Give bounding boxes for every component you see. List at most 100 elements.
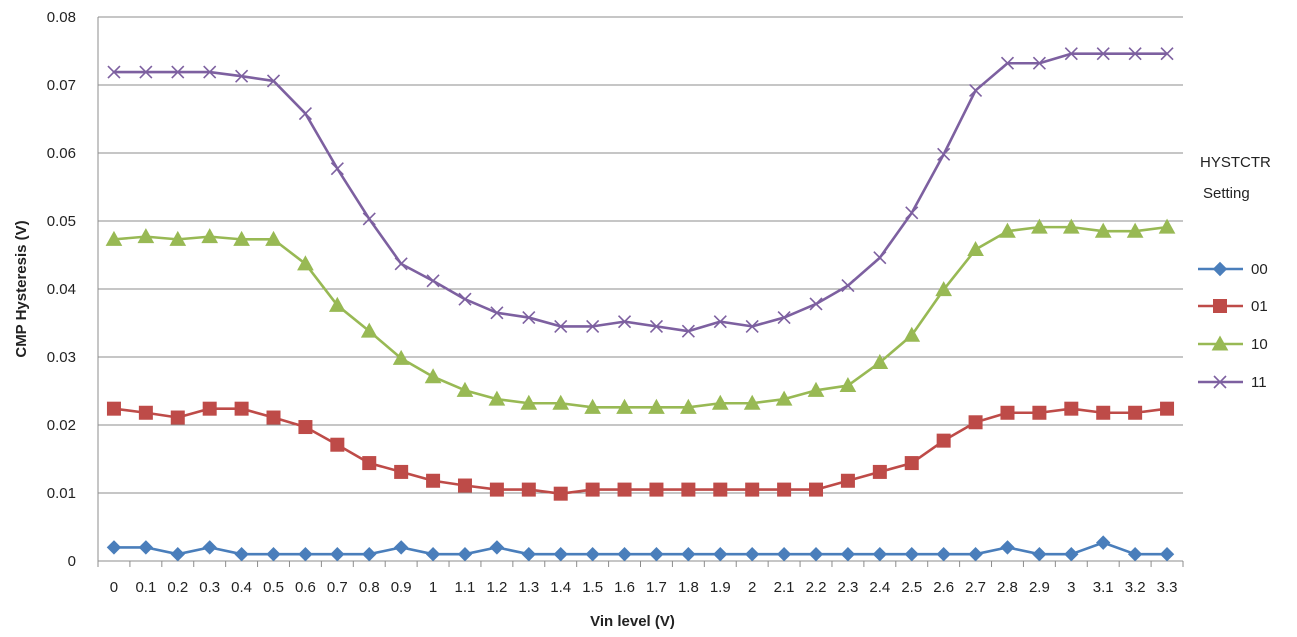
x-tick-label: 2 bbox=[748, 579, 756, 596]
axis-layer bbox=[97, 17, 1184, 567]
data-point bbox=[904, 546, 919, 562]
x-tick-label: 1.3 bbox=[518, 579, 539, 596]
data-point bbox=[553, 546, 568, 562]
legend-title-line-1: HYSTCTR bbox=[1200, 154, 1271, 171]
x-tick-label: 1.4 bbox=[550, 579, 571, 596]
y-tick-label: 0.04 bbox=[47, 281, 76, 298]
data-point bbox=[1126, 222, 1144, 238]
x-tick-label: 2.6 bbox=[933, 579, 954, 596]
data-point bbox=[394, 257, 408, 271]
legend-item-10: 10 bbox=[1198, 335, 1268, 353]
x-tick-label: 0.8 bbox=[359, 579, 380, 596]
x-tick-label: 3.3 bbox=[1157, 579, 1178, 596]
data-point bbox=[967, 241, 984, 257]
data-point bbox=[777, 310, 791, 325]
x-tick-label: 0.6 bbox=[295, 579, 316, 596]
data-point bbox=[809, 297, 823, 311]
data-point bbox=[520, 394, 538, 410]
data-point bbox=[553, 486, 568, 501]
data-point bbox=[777, 482, 792, 497]
data-point bbox=[426, 473, 441, 488]
data-point bbox=[713, 315, 727, 329]
x-tick-label: 2.1 bbox=[774, 579, 795, 596]
legend-label: 00 bbox=[1251, 261, 1268, 278]
data-point bbox=[809, 482, 824, 497]
data-point bbox=[649, 482, 664, 497]
data-point bbox=[1096, 405, 1111, 420]
data-point bbox=[235, 69, 249, 83]
data-point bbox=[840, 546, 856, 562]
y-tick-label: 0.08 bbox=[47, 9, 76, 26]
x-tick-label: 1.8 bbox=[678, 579, 699, 596]
data-point bbox=[202, 401, 217, 416]
data-point bbox=[105, 230, 123, 246]
data-point bbox=[681, 482, 696, 497]
data-point bbox=[713, 546, 728, 562]
grid-layer bbox=[98, 16, 1183, 562]
data-point bbox=[1032, 405, 1047, 420]
data-point bbox=[1094, 222, 1112, 238]
data-point bbox=[107, 65, 121, 79]
series-line-01 bbox=[112, 407, 1169, 495]
data-point bbox=[458, 292, 472, 306]
x-tick-label: 0.5 bbox=[263, 579, 284, 596]
data-point bbox=[839, 377, 857, 393]
x-tick-label: 3 bbox=[1067, 579, 1075, 596]
data-point bbox=[969, 83, 983, 98]
data-point bbox=[297, 255, 314, 271]
data-point bbox=[138, 405, 153, 420]
data-point bbox=[1096, 535, 1111, 550]
data-point bbox=[871, 353, 889, 369]
data-point bbox=[522, 310, 536, 325]
data-point bbox=[490, 306, 504, 320]
data-point bbox=[936, 546, 951, 562]
y-tick-label: 0.03 bbox=[47, 349, 76, 366]
data-point bbox=[937, 147, 951, 161]
data-point bbox=[807, 381, 825, 397]
data-point bbox=[1032, 546, 1047, 562]
y-tick-label: 0.06 bbox=[47, 145, 76, 162]
legend: HYSTCTR Setting 00 01 10 11 bbox=[1198, 154, 1271, 391]
data-point bbox=[681, 324, 695, 338]
legend-label: 11 bbox=[1251, 374, 1267, 391]
x-tick-label: 2.5 bbox=[901, 579, 922, 596]
x-tick-label: 3.2 bbox=[1125, 579, 1146, 596]
data-point bbox=[489, 482, 504, 497]
data-point bbox=[138, 540, 154, 555]
data-point bbox=[202, 540, 217, 555]
data-point bbox=[521, 546, 537, 562]
series-line-00 bbox=[112, 541, 1169, 556]
data-point bbox=[649, 546, 664, 562]
data-point bbox=[585, 546, 600, 562]
legend-marker bbox=[1213, 299, 1227, 313]
data-point bbox=[873, 251, 887, 265]
data-point bbox=[330, 162, 344, 176]
data-point bbox=[935, 281, 953, 297]
legend-marker bbox=[1213, 375, 1227, 389]
data-point bbox=[360, 322, 378, 338]
data-point bbox=[298, 420, 313, 435]
data-point bbox=[552, 394, 570, 410]
data-point bbox=[362, 456, 377, 471]
data-point bbox=[362, 212, 376, 226]
x-tick-label: 2.2 bbox=[806, 579, 827, 596]
x-tick-label: 0.3 bbox=[199, 579, 220, 596]
data-point bbox=[234, 401, 249, 416]
x-tick-label: 0.9 bbox=[391, 579, 412, 596]
series-00 bbox=[106, 535, 1175, 562]
data-point bbox=[999, 222, 1016, 238]
x-tick-label: 2.9 bbox=[1029, 579, 1050, 596]
legend-title-line-2: Setting bbox=[1203, 185, 1250, 202]
data-point bbox=[456, 381, 474, 397]
x-tick-label: 0.1 bbox=[135, 579, 156, 596]
data-point bbox=[808, 546, 824, 562]
data-point bbox=[968, 546, 983, 562]
legend-label: 10 bbox=[1251, 336, 1268, 353]
data-point bbox=[872, 464, 887, 479]
y-axis-title: CMP Hysteresis (V) bbox=[13, 220, 30, 357]
x-tick-label: 2.7 bbox=[965, 579, 986, 596]
data-point bbox=[1062, 218, 1080, 234]
data-point bbox=[903, 326, 921, 342]
data-point bbox=[424, 368, 442, 384]
